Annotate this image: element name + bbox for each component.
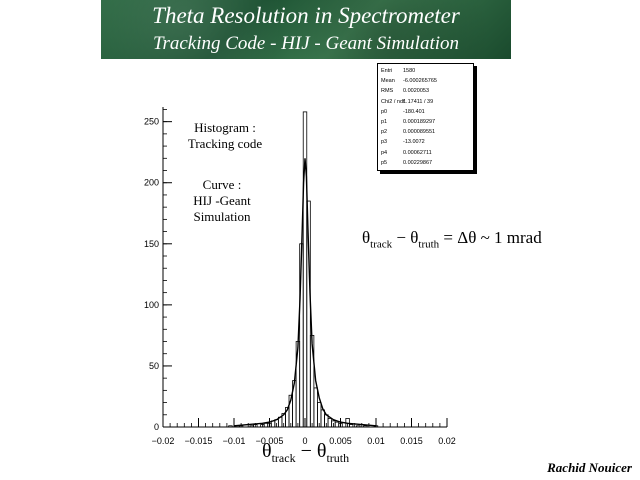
stats-key: p2 (381, 129, 388, 136)
xlabel-minus-theta: − θ (300, 440, 327, 462)
formula-minus: − (396, 228, 406, 247)
histogram-bars (228, 111, 379, 428)
histogram-bar (320, 409, 325, 428)
stats-key: Chi2 / ndf (381, 98, 405, 105)
y-tick-label: 100 (144, 300, 159, 310)
stats-value: 1.17411 / 39 (403, 98, 434, 105)
stats-row: Chi2 / ndf1.17411 / 39 (381, 98, 433, 107)
stats-key: Mean (381, 78, 395, 85)
title-banner: Theta Resolution in Spectrometer Trackin… (101, 0, 511, 59)
x-tick-label: 0.005 (329, 436, 352, 446)
histogram-bar (313, 387, 318, 428)
fit-curve (233, 158, 377, 427)
histogram-label-line: Tracking code (187, 136, 263, 151)
stats-key: p0 (381, 108, 388, 115)
xlabel-sub-track: track (271, 451, 296, 465)
curve-label-line: Curve : (202, 177, 242, 192)
x-tick-label: 0.015 (400, 436, 423, 446)
stats-row: p3 -13.0072 (381, 138, 425, 147)
formula-theta: θ (410, 228, 419, 247)
curve-annotation: Curve : HIJ -Geant Simulation (175, 177, 269, 225)
y-tick-label: 150 (144, 239, 159, 249)
stats-value: -180.401 (403, 108, 425, 115)
x-tick-label: −0.01 (223, 436, 246, 446)
formula-theta: θ (362, 228, 371, 247)
stats-key: p1 (381, 119, 388, 125)
x-tick-label: −0.005 (256, 436, 284, 446)
x-tick-label: 0.01 (367, 436, 385, 446)
histogram-label-line: Histogram : (194, 120, 256, 135)
stats-value: -13.0072 (403, 139, 425, 146)
stats-row: p2 0.000089551 (381, 128, 435, 137)
x-tick-label: −0.015 (185, 436, 213, 446)
stats-key: p4 (381, 149, 388, 156)
histogram-bar (334, 421, 340, 428)
curve-label-line: HIJ -Geant (193, 193, 251, 208)
chart-axes: −0.02 −0.015 −0.01 −0.005 0 0.005 0.01 0.015 0.0… (144, 107, 456, 446)
stats-key: Entri (381, 68, 393, 74)
stats-value: 1580 (403, 68, 416, 74)
resolution-formula: θtrack − θtruth = Δθ ~ 1 mrad (362, 228, 542, 250)
stats-row: RMS 0.0020053 (381, 87, 429, 96)
stats-value: 0.0020053 (403, 88, 429, 95)
histogram-bar (263, 422, 269, 428)
curve-label-line: Simulation (193, 209, 251, 224)
xlabel-sub-truth: truth (326, 451, 350, 465)
y-tick-label: 50 (149, 361, 159, 371)
x-tick-label: 0.02 (438, 436, 456, 446)
x-tick-label: 0 (302, 436, 307, 446)
formula-rhs: = Δθ ~ 1 mrad (443, 228, 542, 247)
xlabel-theta: θ (262, 440, 272, 462)
stats-row: p1 0.000189297 (381, 118, 435, 127)
stats-row: p0 -180.401 (381, 108, 425, 117)
stats-value: 0.00229867 (403, 159, 433, 166)
stats-key: p3 (381, 139, 388, 146)
banner-title: Theta Resolution in Spectrometer (152, 3, 460, 28)
stats-row: Mean -6.000265765 (381, 77, 437, 86)
stats-value: -6.000265765 (403, 78, 437, 85)
histogram-annotation: Histogram : Tracking code (178, 120, 272, 152)
stats-key: RMS (381, 88, 394, 95)
stats-row: Entri 1580 (381, 67, 415, 76)
stats-row: p5 0.00229867 (381, 159, 432, 168)
y-tick-label: 0 (154, 422, 159, 432)
stats-key: p5 (381, 159, 388, 166)
stats-value: 0.000189297 (403, 119, 436, 125)
formula-sub-track: track (370, 238, 393, 251)
x-tick-label: −0.02 (152, 436, 175, 446)
stats-row: p4 0.00062711 (381, 149, 432, 158)
author-credit: Rachid Nouicer (547, 460, 632, 475)
stats-value: 0.00062711 (403, 149, 432, 156)
stats-box: Entri 1580 Mean -6.000265765 RMS 0.0020053 Chi… (377, 63, 474, 171)
histogram-bar (327, 418, 333, 428)
banner-subtitle: Tracking Code - HIJ - Geant Simulation (152, 33, 460, 54)
y-tick-label: 200 (144, 178, 159, 188)
stats-value: 0.000089551 (403, 129, 436, 136)
y-tick-label: 250 (144, 117, 159, 127)
formula-sub-truth: truth (418, 238, 440, 251)
x-axis-label: θtrack − θtruth (262, 440, 349, 466)
